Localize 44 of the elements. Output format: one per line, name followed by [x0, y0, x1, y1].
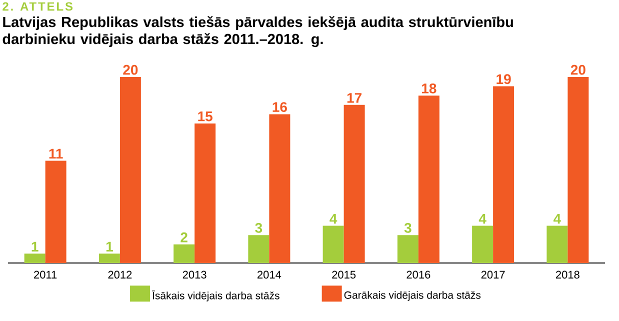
x-tick-label: 2011 [34, 270, 57, 279]
x-tick-label: 2015 [332, 270, 356, 279]
data-label: 19 [496, 74, 511, 84]
bar [546, 226, 568, 263]
data-label: 20 [570, 64, 586, 75]
legend-label: Īsākais vidējais darba stāžs [152, 290, 280, 302]
data-label: 3 [404, 222, 412, 233]
x-tick-label: 2014 [258, 270, 282, 279]
data-label: 1 [106, 242, 113, 252]
bar [344, 104, 365, 263]
bar [98, 254, 120, 263]
bar [472, 226, 494, 263]
chart-title: 2. ATTELS [2, 2, 73, 11]
x-tick-label: 2016 [406, 270, 430, 279]
data-label: 16 [272, 102, 287, 112]
bar [568, 76, 589, 263]
data-label: 3 [255, 222, 262, 233]
data-label: 15 [198, 112, 212, 122]
bar [174, 244, 195, 263]
data-label: 17 [347, 93, 362, 103]
data-label: 18 [422, 83, 436, 94]
bar [322, 226, 344, 263]
bar [418, 96, 440, 263]
x-tick-label: 2013 [182, 270, 206, 279]
data-label: 2 [180, 232, 188, 242]
x-tick-label: 2017 [481, 270, 505, 279]
data-label: 4 [330, 214, 338, 224]
bar [120, 76, 141, 263]
data-label: 4 [554, 214, 561, 224]
data-label: 4 [478, 214, 486, 224]
bar [194, 123, 216, 263]
chart-subtitle: Latvijas Republikas valsts tiešās pārvaldes iekšējā audita struktūrvienību darbinieku vidējais darba stāžs 2011.–2018. g. [2, 16, 513, 48]
bar [248, 235, 270, 263]
bar [269, 114, 290, 263]
data-label: 20 [123, 64, 138, 75]
x-tick-label: 2018 [556, 270, 580, 279]
bar [24, 254, 46, 263]
bar [493, 86, 514, 263]
bar [397, 235, 418, 263]
data-label: 11 [49, 148, 63, 158]
x-tick-label: 2012 [108, 270, 132, 279]
bar [45, 160, 66, 263]
data-label: 1 [32, 242, 38, 252]
legend-label: Garākais vidējais darba stāžs [344, 291, 481, 301]
